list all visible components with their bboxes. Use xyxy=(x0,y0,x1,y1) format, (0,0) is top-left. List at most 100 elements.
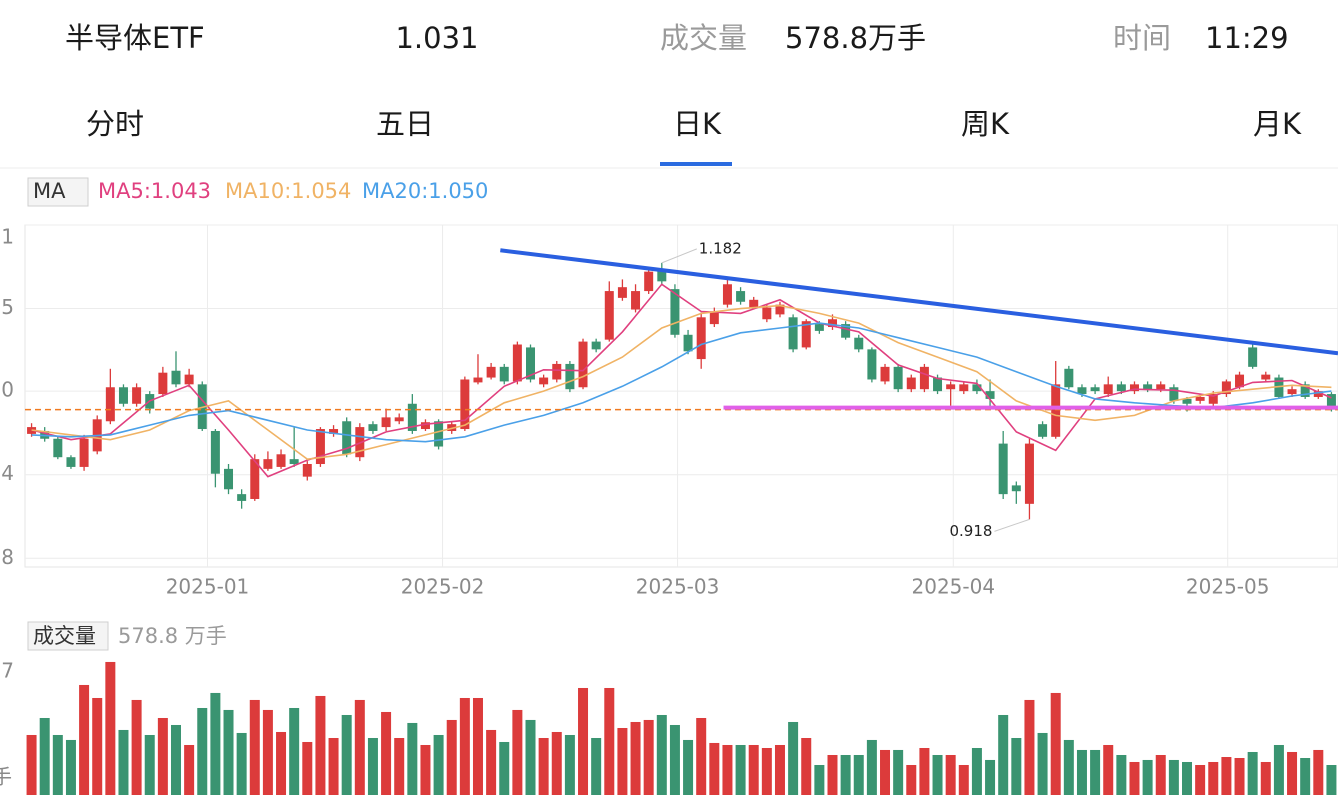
candle-body xyxy=(1248,347,1258,367)
volume-bar xyxy=(801,737,812,795)
candle-body xyxy=(473,377,483,383)
candle-body xyxy=(814,324,824,331)
candle-body xyxy=(237,494,247,501)
volume-bar xyxy=(486,729,497,795)
volume-bar xyxy=(538,737,549,795)
volume-bar xyxy=(1208,761,1219,795)
candle-body xyxy=(1313,391,1323,397)
volume-bar xyxy=(1234,757,1245,795)
volume-bar xyxy=(617,727,628,795)
candle-body xyxy=(1235,374,1245,388)
tab[interactable]: 日K xyxy=(673,107,722,141)
volume-bar xyxy=(1011,737,1022,795)
candle-body xyxy=(1182,398,1192,404)
candle-body xyxy=(460,379,470,430)
tab[interactable]: 五日 xyxy=(376,107,434,141)
candle-body xyxy=(512,344,522,382)
candle-body xyxy=(381,417,391,428)
candle-body xyxy=(722,284,732,305)
volume-bar xyxy=(381,711,392,795)
candle-body xyxy=(854,337,864,350)
candle-body xyxy=(1024,443,1034,504)
candle-body xyxy=(1261,374,1271,380)
candle-body xyxy=(736,291,746,302)
tab[interactable]: 月K xyxy=(1253,107,1302,141)
volume-bar xyxy=(735,744,746,795)
x-tick-label: 2025-04 xyxy=(912,575,996,599)
candle-body xyxy=(394,417,404,422)
ma-line xyxy=(31,283,1332,478)
volume-bar xyxy=(630,721,641,795)
volume-bar xyxy=(407,722,418,795)
volume-bar xyxy=(276,731,287,795)
candle-body xyxy=(788,317,798,350)
volume-label: 成交量 xyxy=(660,21,747,55)
volume-bar xyxy=(1221,757,1232,795)
volume-bar xyxy=(420,744,431,795)
volume-bar xyxy=(446,719,457,795)
candle-body xyxy=(972,384,982,392)
candle-body xyxy=(53,438,63,458)
candle-body xyxy=(565,363,575,390)
volume-bar xyxy=(1168,759,1179,795)
volume-bar xyxy=(315,695,326,795)
trendline xyxy=(500,248,1338,356)
volume-bar xyxy=(1050,692,1061,795)
volume-bar xyxy=(709,742,720,795)
volume-bar xyxy=(1116,754,1127,795)
candle-body xyxy=(631,291,641,310)
candle-body xyxy=(801,321,811,348)
volume-bar xyxy=(683,739,694,795)
volume-bar xyxy=(289,707,300,795)
active-tab-indicator xyxy=(660,162,732,166)
candle-body xyxy=(407,403,417,431)
volume-plot: 7 xyxy=(1,658,1337,795)
tab[interactable]: 周K xyxy=(961,107,1010,141)
candle-body xyxy=(709,311,719,325)
volume-bar xyxy=(893,749,904,795)
volume-bar xyxy=(1313,749,1324,795)
candle-body xyxy=(499,366,509,382)
volume-bar xyxy=(1247,751,1258,795)
volume-bar xyxy=(223,709,234,795)
candle-body xyxy=(1156,384,1166,390)
candle-body xyxy=(171,370,181,385)
candle-body xyxy=(420,422,430,430)
candle-body xyxy=(1011,485,1021,492)
volume-bar xyxy=(472,697,483,795)
volume-bar xyxy=(184,744,195,795)
candle-body xyxy=(526,347,536,380)
price-grid xyxy=(25,224,1338,567)
y-tick-label: 21 xyxy=(0,225,14,249)
volume-bar xyxy=(998,714,1009,795)
volume-bar xyxy=(1326,765,1337,795)
volume-bar xyxy=(945,754,956,795)
volume-bar xyxy=(761,747,772,795)
legend-entry: MA20:1.050 xyxy=(362,179,488,203)
candle-body xyxy=(184,374,194,385)
candle-body xyxy=(1208,394,1218,404)
volume-bar xyxy=(210,692,221,795)
candle-body xyxy=(959,384,969,392)
candle-body xyxy=(434,421,444,447)
volume-bar xyxy=(814,764,825,795)
x-tick-label: 2025-05 xyxy=(1186,575,1270,599)
candle-body xyxy=(210,430,220,474)
y-tick-label: 0 xyxy=(1,378,14,402)
volume-bar xyxy=(985,759,996,795)
volume-title: 成交量 xyxy=(33,624,96,648)
candle-body xyxy=(946,384,956,390)
time-value: 11:29 xyxy=(1205,21,1289,55)
volume-bar xyxy=(722,744,733,795)
volume-title-box xyxy=(27,621,109,651)
volume-bar xyxy=(1195,764,1206,795)
candle-body xyxy=(1116,384,1126,392)
candle-body xyxy=(1221,381,1231,395)
volume-bar xyxy=(866,739,877,795)
volume-bar xyxy=(394,737,405,795)
volume-bar xyxy=(604,687,615,795)
volume-bar xyxy=(79,684,90,795)
volume-bar xyxy=(341,714,352,795)
tab[interactable]: 分时 xyxy=(86,107,144,141)
